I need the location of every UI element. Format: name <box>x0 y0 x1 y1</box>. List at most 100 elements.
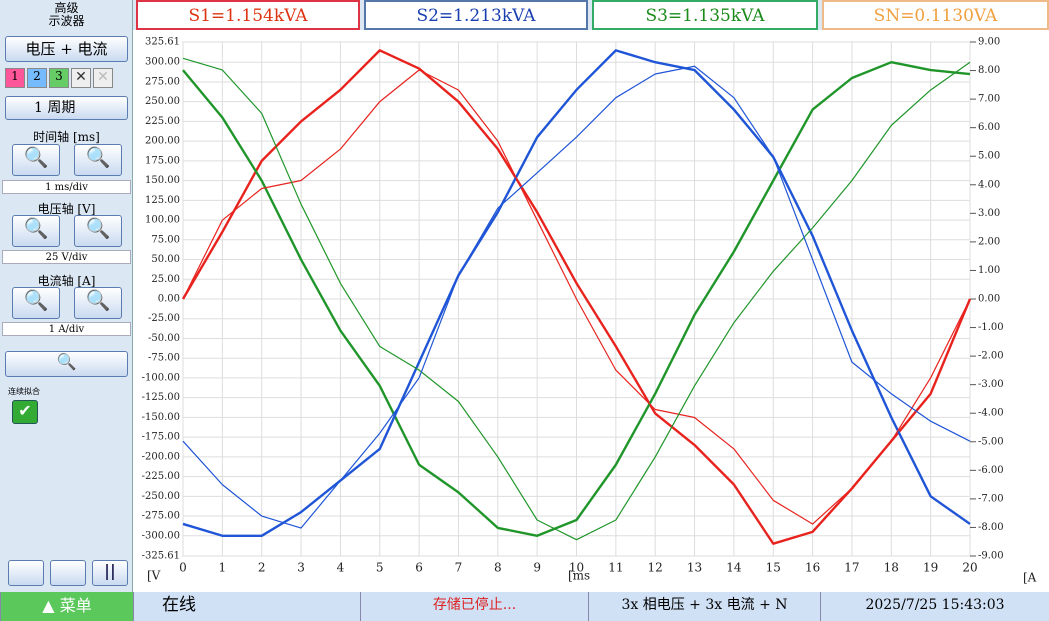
channel-tab[interactable]: 3 <box>49 68 69 88</box>
y2-tick-label: -8.00 <box>978 522 1004 533</box>
y2-tick-label: 0.00 <box>978 294 1000 305</box>
channel-tab[interactable]: 1 <box>5 68 25 88</box>
fit-label: 连续拟合 <box>8 387 40 396</box>
y-tick-label: 200.00 <box>145 136 180 147</box>
y2-tick-label: -4.00 <box>978 408 1004 419</box>
y2-tick-label: 6.00 <box>978 122 1000 133</box>
y2-tick-label: -1.00 <box>978 322 1004 333</box>
zoom-out[interactable]: 🔍 <box>74 144 122 176</box>
menu-button[interactable]: ▲ 菜单 <box>0 592 133 621</box>
period-select[interactable]: 1 周期 <box>5 96 128 120</box>
x-tick-label: 1 <box>219 561 227 575</box>
zoom-in[interactable]: 🔍 <box>12 215 60 247</box>
y-tick-label: -25.00 <box>148 313 180 324</box>
y-tick-label: -175.00 <box>142 432 180 443</box>
app-title: 高级 示波器 <box>0 2 133 28</box>
axis-label: 时间轴 [ms] <box>33 130 100 144</box>
y-tick-label: 275.00 <box>145 76 180 87</box>
channel-tabs: 1 2 3 ✕ ✕ <box>5 68 128 88</box>
y-tick-label: -125.00 <box>142 392 180 403</box>
x-tick-label: 3 <box>297 561 305 575</box>
y-tick-label: -100.00 <box>142 372 180 383</box>
y2-tick-label: -6.00 <box>978 465 1004 476</box>
y-tick-label: -75.00 <box>148 353 180 364</box>
reading: S1=1.154kVA <box>136 0 360 30</box>
camera-button[interactable] <box>50 560 86 586</box>
x-tick-label: 15 <box>766 561 781 575</box>
x-tick-label: 19 <box>923 561 938 575</box>
datetime: 2025/7/25 15:43:03 <box>820 592 1049 621</box>
zoom-out[interactable]: 🔍 <box>74 287 122 319</box>
y-tick-label: 75.00 <box>151 234 180 245</box>
y2-tick-label: 5.00 <box>978 151 1000 162</box>
fit-button[interactable]: 🔍 <box>5 351 128 377</box>
series-line <box>181 49 972 545</box>
y-tick-label: 125.00 <box>145 195 180 206</box>
scale-label: 25 V/div <box>2 250 131 264</box>
x-tick-label: 2 <box>258 561 266 575</box>
y-tick-label: -150.00 <box>142 412 180 423</box>
zoom-in[interactable]: 🔍 <box>12 287 60 319</box>
reading: S2=1.213kVA <box>364 0 588 30</box>
y2-tick-label: 3.00 <box>978 208 1000 219</box>
x-tick-label: 13 <box>687 561 702 575</box>
y2-tick-label: 4.00 <box>978 179 1000 190</box>
mode-button[interactable]: 电压 + 电流 <box>5 36 128 62</box>
x-tick-label: 12 <box>648 561 663 575</box>
y2-tick-label: 7.00 <box>978 94 1000 105</box>
y2-tick-label: 8.00 <box>978 65 1000 76</box>
x-tick-label: 9 <box>533 561 541 575</box>
y-tick-label: 0.00 <box>158 294 180 305</box>
y-tick-label: -250.00 <box>142 491 180 502</box>
wiring: 3x 相电压 + 3x 电流 + N <box>588 592 820 621</box>
y2-tick-label: -2.00 <box>978 351 1004 362</box>
x-tick-label: 5 <box>376 561 384 575</box>
title-line: 高级 <box>54 1 79 15</box>
y-tick-label: 50.00 <box>151 254 180 265</box>
y2-tick-label: 2.00 <box>978 236 1000 247</box>
x-tick-label: 14 <box>726 561 742 575</box>
x-tick-label: 17 <box>844 561 859 575</box>
y-tick-label: 225.00 <box>145 116 180 127</box>
scale-label: 1 ms/div <box>2 180 131 194</box>
y-tick-label: 300.00 <box>145 57 180 68</box>
x-tick-label: 16 <box>805 561 820 575</box>
y-tick-label: -200.00 <box>142 451 180 462</box>
channel-tab[interactable]: 2 <box>27 68 47 88</box>
connection-status: 在线 <box>133 592 360 621</box>
y2-tick-label: 9.00 <box>978 37 1000 48</box>
y-tick-label: 150.00 <box>145 175 180 186</box>
x-tick-label: 20 <box>962 561 977 575</box>
zoom-in[interactable]: 🔍 <box>12 144 60 176</box>
fit-check[interactable]: ✔ <box>12 400 38 424</box>
zoom-out[interactable]: 🔍 <box>74 215 122 247</box>
series-line <box>182 65 971 529</box>
menu-label: 菜单 <box>59 596 92 615</box>
x-tick-label: 0 <box>179 561 187 575</box>
axis-label: 电压轴 [V] <box>37 202 96 216</box>
pause-button[interactable]: || <box>92 560 128 586</box>
series-line <box>182 49 971 537</box>
y-tick-label: 25.00 <box>151 274 180 285</box>
y-tick-label: 100.00 <box>145 215 180 226</box>
close-icon[interactable]: ✕ <box>71 68 91 88</box>
x-tick-label: 10 <box>569 561 584 575</box>
scale-label: 1 A/div <box>2 322 131 336</box>
print-button[interactable] <box>8 560 44 586</box>
y-tick-label: 175.00 <box>145 155 180 166</box>
axis-label: 电流轴 [A] <box>37 274 96 288</box>
x-tick-label: 6 <box>415 561 423 575</box>
reading: SN=0.1130VA <box>822 0 1049 30</box>
title-line: 示波器 <box>48 14 85 28</box>
y-tick-label: 325.61 <box>145 37 180 48</box>
close-icon[interactable]: ✕ <box>93 68 113 88</box>
series-line <box>182 57 971 541</box>
y-tick-label: -325.61 <box>142 551 180 562</box>
y2-axis-label: [A <box>1023 571 1037 585</box>
y2-tick-label: -3.00 <box>978 379 1004 390</box>
x-tick-label: 4 <box>337 561 345 575</box>
y2-tick-label: -9.00 <box>978 551 1004 562</box>
reading: S3=1.135kVA <box>592 0 818 30</box>
series-line <box>182 61 971 537</box>
